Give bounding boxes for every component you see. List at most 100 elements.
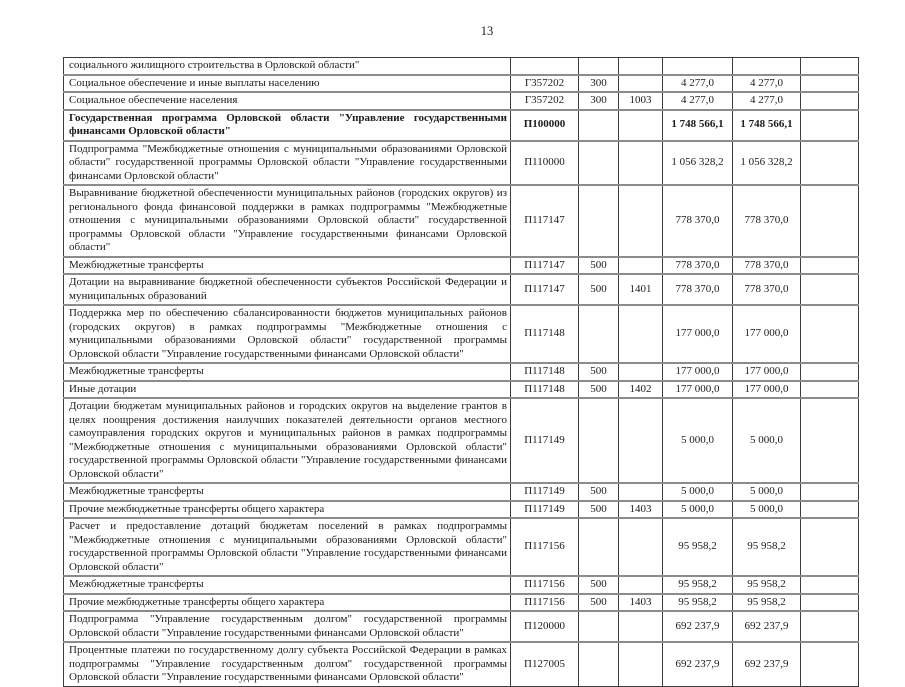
table-row: Межбюджетные трансферты П117149 500 5 00… xyxy=(63,482,859,501)
cell-description: Социальное обеспечение населения xyxy=(63,91,511,110)
cell-amount-plan: 5 000,0 xyxy=(662,397,733,484)
cell-note xyxy=(800,73,859,93)
table-row: Подпрограмма "Управление государственным… xyxy=(63,610,859,643)
cell-description: Социальное обеспечение и иные выплаты на… xyxy=(63,73,511,93)
table-row: Подпрограмма "Межбюджетные отношения с м… xyxy=(63,139,859,186)
table-row: Межбюджетные трансферты П117148 500 177 … xyxy=(63,362,859,381)
table-row: Иные дотации П117148 500 1402 177 000,0 … xyxy=(63,379,859,399)
table-row: Процентные платежи по государственному д… xyxy=(63,641,859,687)
cell-section-code xyxy=(618,397,663,484)
cell-amount-plan: 177 000,0 xyxy=(662,379,733,399)
cell-note xyxy=(800,592,859,612)
cell-expense-type xyxy=(578,139,619,186)
cell-amount-plan: 5 000,0 xyxy=(662,482,733,501)
cell-note xyxy=(800,273,859,306)
cell-section-code xyxy=(618,482,663,501)
cell-target-code: П117148 xyxy=(510,304,579,364)
cell-note xyxy=(800,397,859,484)
cell-section-code xyxy=(618,255,663,275)
cell-description: Прочие межбюджетные трансферты общего ха… xyxy=(63,499,511,519)
cell-note xyxy=(800,139,859,186)
cell-expense-type: 500 xyxy=(578,575,619,594)
cell-section-code: 1403 xyxy=(618,592,663,612)
page-number: 13 xyxy=(480,24,494,38)
cell-note xyxy=(800,304,859,364)
cell-amount-plan: 95 958,2 xyxy=(662,575,733,594)
cell-amount-actual: 778 370,0 xyxy=(732,255,801,275)
cell-description: Прочие межбюджетные трансферты общего ха… xyxy=(63,592,511,612)
table-row: Выравнивание бюджетной обеспеченности му… xyxy=(63,184,859,257)
cell-note xyxy=(800,610,859,643)
cell-target-code: П117156 xyxy=(510,575,579,594)
cell-description: социального жилищного строительства в Ор… xyxy=(63,57,511,75)
cell-section-code xyxy=(618,304,663,364)
cell-section-code: 1403 xyxy=(618,499,663,519)
table-row: социального жилищного строительства в Ор… xyxy=(63,57,859,75)
cell-note xyxy=(800,91,859,110)
cell-section-code xyxy=(618,57,663,75)
table-row: Поддержка мер по обеспечению сбалансиров… xyxy=(63,304,859,364)
cell-target-code: П117149 xyxy=(510,499,579,519)
cell-description: Поддержка мер по обеспечению сбалансиров… xyxy=(63,304,511,364)
cell-description: Процентные платежи по государственному д… xyxy=(63,641,511,687)
cell-expense-type: 300 xyxy=(578,91,619,110)
cell-note xyxy=(800,57,859,75)
cell-amount-plan: 4 277,0 xyxy=(662,73,733,93)
cell-section-code xyxy=(618,575,663,594)
cell-amount-plan: 177 000,0 xyxy=(662,304,733,364)
cell-amount-actual: 5 000,0 xyxy=(732,397,801,484)
cell-description: Государственная программа Орловской обла… xyxy=(63,108,511,141)
cell-amount-actual: 1 056 328,2 xyxy=(732,139,801,186)
cell-note xyxy=(800,641,859,687)
cell-target-code xyxy=(510,57,579,75)
table-row: Расчет и предоставление дотаций бюджетам… xyxy=(63,517,859,577)
cell-note xyxy=(800,255,859,275)
cell-section-code xyxy=(618,139,663,186)
cell-target-code: П120000 xyxy=(510,610,579,643)
cell-note xyxy=(800,362,859,381)
cell-target-code: П117147 xyxy=(510,273,579,306)
cell-section-code xyxy=(618,610,663,643)
cell-expense-type xyxy=(578,517,619,577)
cell-target-code: П117147 xyxy=(510,255,579,275)
cell-section-code xyxy=(618,108,663,141)
cell-description: Межбюджетные трансферты xyxy=(63,255,511,275)
cell-target-code: П110000 xyxy=(510,139,579,186)
cell-expense-type xyxy=(578,108,619,141)
cell-note xyxy=(800,482,859,501)
cell-amount-actual xyxy=(732,57,801,75)
cell-target-code: Г357202 xyxy=(510,73,579,93)
table-row: Государственная программа Орловской обла… xyxy=(63,108,859,141)
cell-amount-actual: 177 000,0 xyxy=(732,379,801,399)
cell-section-code: 1401 xyxy=(618,273,663,306)
cell-note xyxy=(800,517,859,577)
table-row: Социальное обеспечение и иные выплаты на… xyxy=(63,73,859,93)
cell-description: Выравнивание бюджетной обеспеченности му… xyxy=(63,184,511,257)
cell-expense-type: 500 xyxy=(578,273,619,306)
table-row: Социальное обеспечение населения Г357202… xyxy=(63,91,859,110)
cell-section-code xyxy=(618,184,663,257)
cell-amount-actual: 177 000,0 xyxy=(732,304,801,364)
cell-amount-plan: 4 277,0 xyxy=(662,91,733,110)
cell-amount-actual: 95 958,2 xyxy=(732,592,801,612)
cell-note xyxy=(800,108,859,141)
cell-description: Межбюджетные трансферты xyxy=(63,362,511,381)
cell-expense-type xyxy=(578,57,619,75)
cell-amount-plan: 692 237,9 xyxy=(662,610,733,643)
cell-note xyxy=(800,184,859,257)
budget-table-body: социального жилищного строительства в Ор… xyxy=(63,57,859,687)
cell-expense-type: 500 xyxy=(578,499,619,519)
cell-amount-actual: 692 237,9 xyxy=(732,610,801,643)
cell-description: Расчет и предоставление дотаций бюджетам… xyxy=(63,517,511,577)
cell-amount-plan: 5 000,0 xyxy=(662,499,733,519)
cell-amount-actual: 5 000,0 xyxy=(732,482,801,501)
cell-expense-type xyxy=(578,184,619,257)
cell-note xyxy=(800,379,859,399)
cell-amount-actual: 177 000,0 xyxy=(732,362,801,381)
cell-description: Подпрограмма "Управление государственным… xyxy=(63,610,511,643)
budget-table: социального жилищного строительства в Ор… xyxy=(63,57,859,687)
cell-target-code: П117148 xyxy=(510,362,579,381)
cell-section-code xyxy=(618,641,663,687)
table-row: Дотации бюджетам муниципальных районов и… xyxy=(63,397,859,484)
table-row: Прочие межбюджетные трансферты общего ха… xyxy=(63,499,859,519)
